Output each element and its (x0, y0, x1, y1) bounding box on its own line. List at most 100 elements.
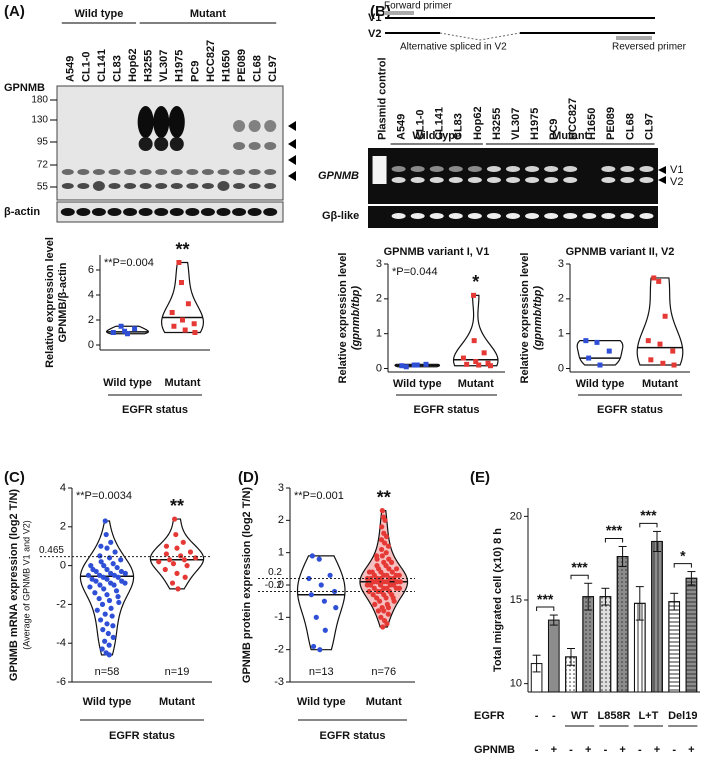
y-tick-label: 2 (376, 293, 382, 305)
mw-label: 130 (31, 115, 48, 126)
band (563, 213, 578, 219)
bar-pattern (668, 601, 681, 693)
significance: ** (175, 239, 189, 259)
n-label: n=58 (95, 666, 120, 678)
point (174, 570, 180, 576)
point (122, 570, 128, 576)
bracket (604, 537, 624, 543)
p-value: *P=0.044 (392, 266, 438, 278)
point (88, 563, 94, 569)
chart-title: GPNMB variant II, V2 (566, 246, 675, 258)
y-tick-label: -6 (56, 676, 66, 688)
point (176, 260, 182, 265)
point (184, 563, 190, 569)
point (98, 543, 104, 549)
band (217, 181, 230, 191)
category-label: Mutant (164, 377, 200, 389)
band-label: V1 (670, 164, 683, 176)
point (104, 545, 110, 551)
point (396, 572, 402, 578)
y-axis-title: Relative expression level (337, 253, 349, 384)
point (379, 508, 385, 514)
point (308, 592, 314, 598)
significance: * (472, 272, 479, 292)
category-label: Mutant (642, 378, 678, 390)
y-axis-title: Total migrated cell (x10) 8 h (492, 528, 504, 672)
band (123, 208, 138, 216)
point (118, 323, 124, 329)
category-label: Wild type (297, 696, 346, 708)
bar-pattern (599, 596, 612, 693)
point (100, 627, 106, 633)
y-axis-title: Relative expression level (519, 253, 531, 384)
point (471, 292, 477, 298)
point (113, 588, 120, 594)
y-tick-label: 4 (60, 482, 66, 494)
point (379, 524, 385, 530)
band (233, 183, 246, 189)
point (381, 540, 388, 546)
band (639, 177, 654, 183)
point (101, 563, 107, 569)
point (125, 331, 130, 337)
point (317, 647, 323, 653)
point (670, 348, 676, 354)
band (92, 181, 105, 191)
point (380, 624, 386, 630)
reference-label: 0.465 (39, 545, 64, 556)
lane-label: A549 (396, 114, 408, 140)
band (170, 183, 183, 189)
point (391, 598, 397, 604)
point (379, 553, 385, 559)
y-axis-title: GPNMB protein expression (log2 T/N) (241, 487, 253, 684)
point (321, 598, 327, 604)
y-tick-label: 4 (88, 289, 94, 301)
point (318, 582, 324, 588)
panel-label: (D) (238, 469, 259, 486)
y-axis-title: (Average of GPNMB V1 and V2) (21, 520, 31, 649)
category-label: Wild type (393, 378, 442, 390)
significance: *** (606, 522, 623, 538)
band (391, 166, 406, 172)
y-tick-label: 0 (376, 362, 382, 374)
band (108, 169, 121, 175)
point (327, 572, 333, 578)
band (429, 166, 444, 172)
point (383, 550, 389, 556)
y-tick-label: 10 (510, 678, 522, 690)
lane-label: CL1-0 (415, 109, 427, 140)
band (61, 183, 74, 189)
point (379, 546, 385, 553)
band (467, 213, 482, 219)
violin (149, 518, 205, 590)
band (232, 208, 247, 216)
y-axis-title: GPNMB/β-actin (57, 262, 69, 342)
point (423, 361, 429, 367)
band (169, 137, 184, 151)
point (662, 313, 668, 319)
category-label: - (552, 710, 556, 722)
point (110, 623, 116, 629)
point (97, 553, 103, 559)
point (396, 585, 403, 591)
point (388, 559, 395, 565)
point (104, 576, 110, 582)
point (381, 608, 387, 614)
point (187, 549, 194, 555)
band (200, 208, 215, 216)
band (247, 208, 262, 216)
point (111, 582, 117, 588)
band (620, 213, 635, 219)
point (657, 341, 663, 347)
lane-label: H1975 (174, 50, 186, 82)
band (391, 177, 406, 183)
y-tick-label: -4 (56, 637, 66, 649)
point (118, 557, 124, 563)
lane-label: PE089 (236, 49, 248, 82)
protein-label: GPNMB (4, 82, 45, 94)
point (384, 579, 390, 585)
point (104, 592, 110, 598)
y-tick-label: 1 (278, 547, 284, 559)
band (506, 213, 520, 219)
panel-label: (E) (470, 469, 490, 486)
